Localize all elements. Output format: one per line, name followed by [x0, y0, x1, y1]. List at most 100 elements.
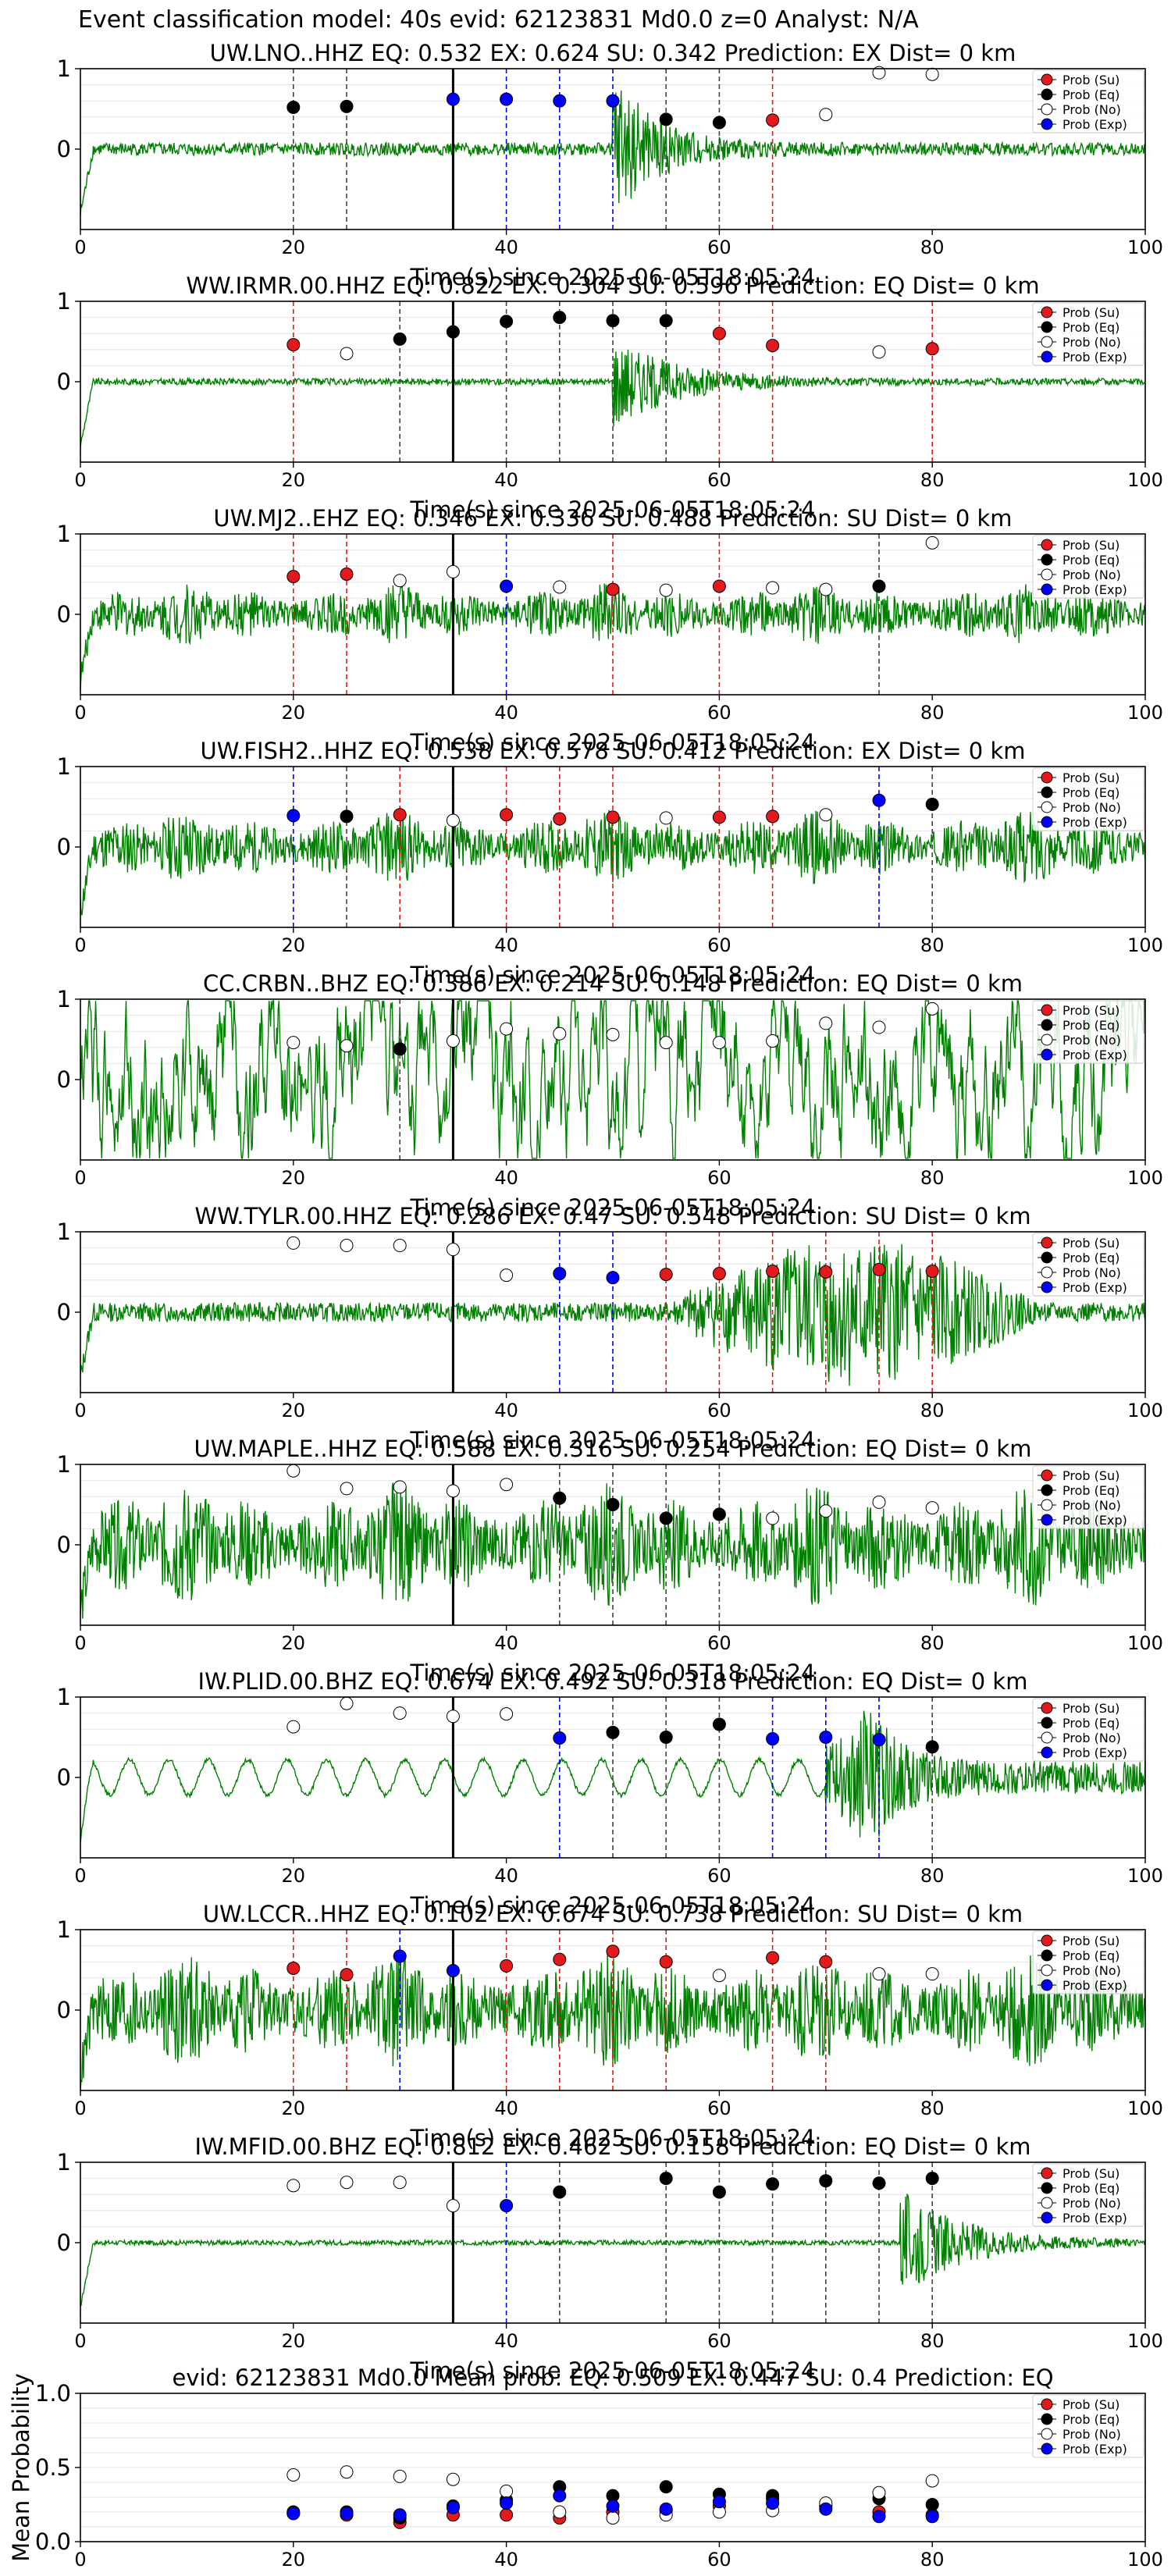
- prob-point-eq: [712, 1717, 726, 1731]
- x-tick-label: 0: [74, 2330, 86, 2352]
- x-tick-label: 80: [920, 1865, 945, 1887]
- prob-point-no: [819, 108, 833, 122]
- y-tick-label: 0.5: [35, 2454, 71, 2481]
- prob-point-su: [500, 1959, 514, 1973]
- x-tick-label: 80: [920, 1167, 945, 1189]
- x-tick-label: 60: [707, 1400, 731, 1421]
- prob-point-su: [500, 808, 514, 822]
- prob-point-eq: [659, 1511, 673, 1525]
- prob-point-no: [925, 67, 939, 81]
- x-tick-label: 80: [920, 1400, 945, 1421]
- station-panel-3: UW.MJ2..EHZ EQ: 0.346 EX: 0.336 SU: 0.48…: [57, 505, 1163, 756]
- panel-title: UW.LNO..HHZ EQ: 0.532 EX: 0.624 SU: 0.34…: [210, 40, 1016, 66]
- legend-label-2: Prob (No): [1062, 1498, 1121, 1513]
- prob-point-eq: [606, 1498, 620, 1511]
- waveform-trace: [80, 1710, 1146, 1843]
- x-tick-label: 20: [282, 1400, 306, 1421]
- legend-marker: [1041, 88, 1053, 101]
- legend-marker: [1041, 1746, 1053, 1759]
- legend-label-1: Prob (Eq): [1062, 553, 1119, 568]
- prob-point-exp: [446, 1964, 460, 1978]
- x-axis-label: Time(s) since 2025-06-05T18:05:24: [410, 2357, 816, 2384]
- prob-point-eq: [659, 112, 673, 126]
- legend-box: [1032, 2394, 1144, 2458]
- legend-marker: [1041, 2182, 1053, 2194]
- x-tick-label: 60: [707, 1167, 731, 1189]
- panel-title: WW.TYLR.00.HHZ EQ: 0.286 EX: 0.47 SU: 0.…: [194, 1203, 1030, 1229]
- y-tick-label: 0: [57, 368, 71, 395]
- legend-label-2: Prob (No): [1062, 2427, 1121, 2442]
- x-tick-label: 0: [74, 702, 86, 724]
- x-axis-label: Time(s) since 2025-06-05T18:05:24: [410, 962, 816, 988]
- prob-point-su: [925, 342, 939, 356]
- x-tick-label: 40: [494, 1632, 518, 1654]
- prob-point-no: [553, 1026, 567, 1041]
- prob-point-no: [287, 1464, 301, 1478]
- x-tick-label: 60: [707, 702, 731, 724]
- prob-point-exp: [606, 94, 620, 108]
- x-tick-label: 80: [920, 2097, 945, 2119]
- legend-label-1: Prob (Eq): [1062, 320, 1119, 335]
- prob-point-no: [446, 1034, 460, 1048]
- prob-point-eq: [925, 1740, 939, 1754]
- legend-label-0: Prob (Su): [1062, 1003, 1119, 1018]
- prob-point-no: [500, 1268, 514, 1283]
- prob-point-no: [766, 581, 780, 595]
- prob-point-su: [606, 582, 620, 596]
- x-tick-label: 80: [920, 2330, 945, 2352]
- legend-box: [1032, 1233, 1144, 1297]
- legend-label-3: Prob (Exp): [1062, 815, 1127, 830]
- legend: Prob (Su)Prob (Eq)Prob (No)Prob (Exp): [1032, 535, 1144, 599]
- prob-point-su: [766, 1264, 780, 1278]
- prob-point-eq: [872, 2176, 886, 2190]
- mean-point-no: [500, 2484, 514, 2498]
- prob-point-no: [287, 2179, 301, 2193]
- legend-marker: [1041, 2197, 1053, 2209]
- legend-label-1: Prob (Eq): [1062, 2181, 1119, 2196]
- x-tick-label: 0: [74, 2097, 86, 2119]
- prob-point-exp: [446, 92, 460, 106]
- legend-label-3: Prob (Exp): [1062, 117, 1127, 132]
- legend-marker: [1041, 1019, 1053, 1031]
- x-tick-label: 40: [494, 1865, 518, 1887]
- x-tick-label: 40: [494, 237, 518, 258]
- y-tick-label: 1: [57, 1219, 71, 1245]
- legend-label-2: Prob (No): [1062, 1265, 1121, 1280]
- x-tick-label: 80: [920, 702, 945, 724]
- x-tick-label: 40: [494, 2549, 518, 2571]
- prob-point-su: [287, 338, 301, 352]
- legend: Prob (Su)Prob (Eq)Prob (No)Prob (Exp): [1032, 767, 1144, 831]
- legend-marker: [1041, 1514, 1053, 1526]
- legend-label-2: Prob (No): [1062, 2196, 1121, 2211]
- mean-point-eq: [925, 2498, 939, 2511]
- prob-point-exp: [819, 1731, 833, 1744]
- x-axis-label: Time(s) since 2025-06-05T18:05:24: [410, 1660, 816, 1686]
- y-tick-label: 0: [57, 834, 71, 860]
- waveform-trace: [80, 809, 1146, 916]
- prob-point-exp: [393, 1949, 407, 1963]
- prob-point-eq: [712, 1507, 726, 1521]
- prob-point-eq: [553, 2185, 567, 2199]
- x-axis-label: Time(s) since 2025-06-05T18:05:24: [410, 2125, 816, 2151]
- mean-point-exp: [393, 2508, 407, 2522]
- y-tick-label: 1: [57, 753, 71, 780]
- legend-marker: [1041, 2211, 1053, 2224]
- prob-point-no: [340, 2176, 354, 2190]
- x-tick-label: 60: [707, 2549, 731, 2571]
- prob-point-no: [925, 1501, 939, 1515]
- x-tick-label: 0: [74, 2549, 86, 2571]
- prob-point-no: [766, 1511, 780, 1525]
- station-panel-5: CC.CRBN..BHZ EQ: 0.386 EX: 0.214 SU: 0.1…: [57, 970, 1163, 1221]
- prob-point-no: [872, 1020, 886, 1034]
- mean-point-exp: [500, 2496, 514, 2510]
- x-tick-label: 20: [282, 2549, 306, 2571]
- legend-box: [1032, 535, 1144, 599]
- legend-label-2: Prob (No): [1062, 1033, 1121, 1048]
- prob-point-su: [819, 1955, 833, 1969]
- prob-point-eq: [925, 2172, 939, 2186]
- x-tick-label: 60: [707, 469, 731, 491]
- x-tick-label: 100: [1127, 934, 1163, 956]
- legend-marker: [1041, 568, 1053, 581]
- legend-marker: [1041, 1281, 1053, 1293]
